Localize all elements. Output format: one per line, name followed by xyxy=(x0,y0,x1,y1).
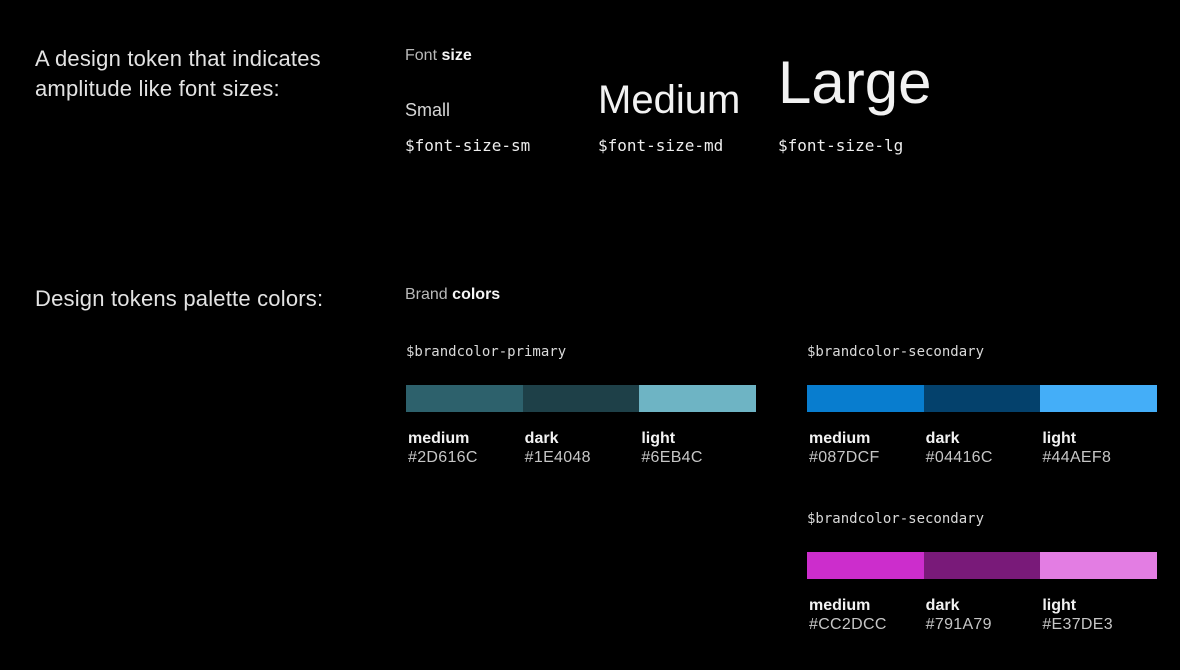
font-size-sample-medium: Medium xyxy=(598,78,741,122)
swatch-medium xyxy=(807,552,924,579)
swatch-light xyxy=(639,385,757,412)
swatch-name: dark xyxy=(524,430,559,447)
swatch-light xyxy=(1040,385,1158,412)
brandcolor-secondary-blue-labels: medium #087DCF dark #04416C light #44AEF… xyxy=(807,429,1157,467)
swatch-dark xyxy=(522,385,640,412)
swatch-label-cell: light #44AEF8 xyxy=(1040,429,1157,467)
brand-colors-heading: Brand colors xyxy=(405,286,500,304)
swatch-hex: #04416C xyxy=(925,449,993,466)
swatch-name: medium xyxy=(809,597,871,614)
brandcolor-secondary-magenta-group: $brandcolor-secondary medium #CC2DCC dar… xyxy=(807,510,1158,634)
swatch-medium xyxy=(406,385,523,412)
font-size-token-sm: $font-size-sm xyxy=(405,136,531,155)
swatch-label-cell: medium #087DCF xyxy=(807,429,924,467)
swatch-name: medium xyxy=(809,430,871,447)
brandcolor-secondary-blue-token: $brandcolor-secondary xyxy=(807,344,985,360)
swatch-hex: #44AEF8 xyxy=(1042,449,1112,466)
brandcolor-secondary-blue-group: $brandcolor-secondary medium #087DCF dar… xyxy=(807,343,1158,467)
font-size-sample-large: Large xyxy=(778,49,932,116)
swatch-label-cell: dark #04416C xyxy=(924,429,1041,467)
font-size-sample-small: Small xyxy=(405,100,451,120)
font-size-token-md: $font-size-md xyxy=(598,136,724,155)
font-size-heading-regular: Font xyxy=(405,47,438,64)
swatch-name: light xyxy=(641,430,676,447)
swatch-name: medium xyxy=(408,430,470,447)
brandcolor-primary-labels: medium #2D616C dark #1E4048 light #6EB4C xyxy=(406,429,756,467)
brandcolor-primary-swatch-bar xyxy=(406,385,757,412)
swatch-dark xyxy=(923,552,1041,579)
swatch-label-cell: light #E37DE3 xyxy=(1040,596,1157,634)
brandcolor-primary-token: $brandcolor-primary xyxy=(406,344,567,360)
brand-colors-heading-regular: Brand xyxy=(405,286,448,303)
swatch-medium xyxy=(807,385,924,412)
brandcolor-primary-group: $brandcolor-primary medium #2D616C dark … xyxy=(406,343,757,467)
swatch-hex: #791A79 xyxy=(925,616,992,633)
swatch-label-cell: dark #791A79 xyxy=(924,596,1041,634)
swatch-name: light xyxy=(1042,430,1077,447)
swatch-hex: #1E4048 xyxy=(524,449,591,466)
palette-prompt: Design tokens palette colors: xyxy=(35,286,324,311)
swatch-label-cell: medium #CC2DCC xyxy=(807,596,924,634)
swatch-hex: #2D616C xyxy=(408,449,478,466)
swatch-label-cell: dark #1E4048 xyxy=(523,429,640,467)
swatch-hex: #6EB4C xyxy=(641,449,703,466)
swatch-label-cell: medium #2D616C xyxy=(406,429,523,467)
brandcolor-secondary-magenta-labels: medium #CC2DCC dark #791A79 light #E37DE… xyxy=(807,596,1157,634)
font-size-heading-bold: size xyxy=(441,47,472,64)
swatch-name: light xyxy=(1042,597,1077,614)
brandcolor-secondary-magenta-token: $brandcolor-secondary xyxy=(807,511,985,527)
swatch-label-cell: light #6EB4C xyxy=(639,429,756,467)
font-size-token-lg: $font-size-lg xyxy=(778,136,904,155)
brand-colors-heading-bold: colors xyxy=(452,286,501,303)
swatch-light xyxy=(1040,552,1158,579)
swatch-name: dark xyxy=(925,597,960,614)
swatch-name: dark xyxy=(925,430,960,447)
swatch-hex: #CC2DCC xyxy=(809,616,887,633)
brandcolor-secondary-blue-swatch-bar xyxy=(807,385,1158,412)
swatch-hex: #087DCF xyxy=(809,449,880,466)
swatch-dark xyxy=(923,385,1041,412)
brandcolor-secondary-magenta-swatch-bar xyxy=(807,552,1158,579)
font-size-heading: Font size xyxy=(405,47,472,65)
font-size-prompt: A design token that indicates amplitude … xyxy=(35,46,321,101)
swatch-hex: #E37DE3 xyxy=(1042,616,1113,633)
